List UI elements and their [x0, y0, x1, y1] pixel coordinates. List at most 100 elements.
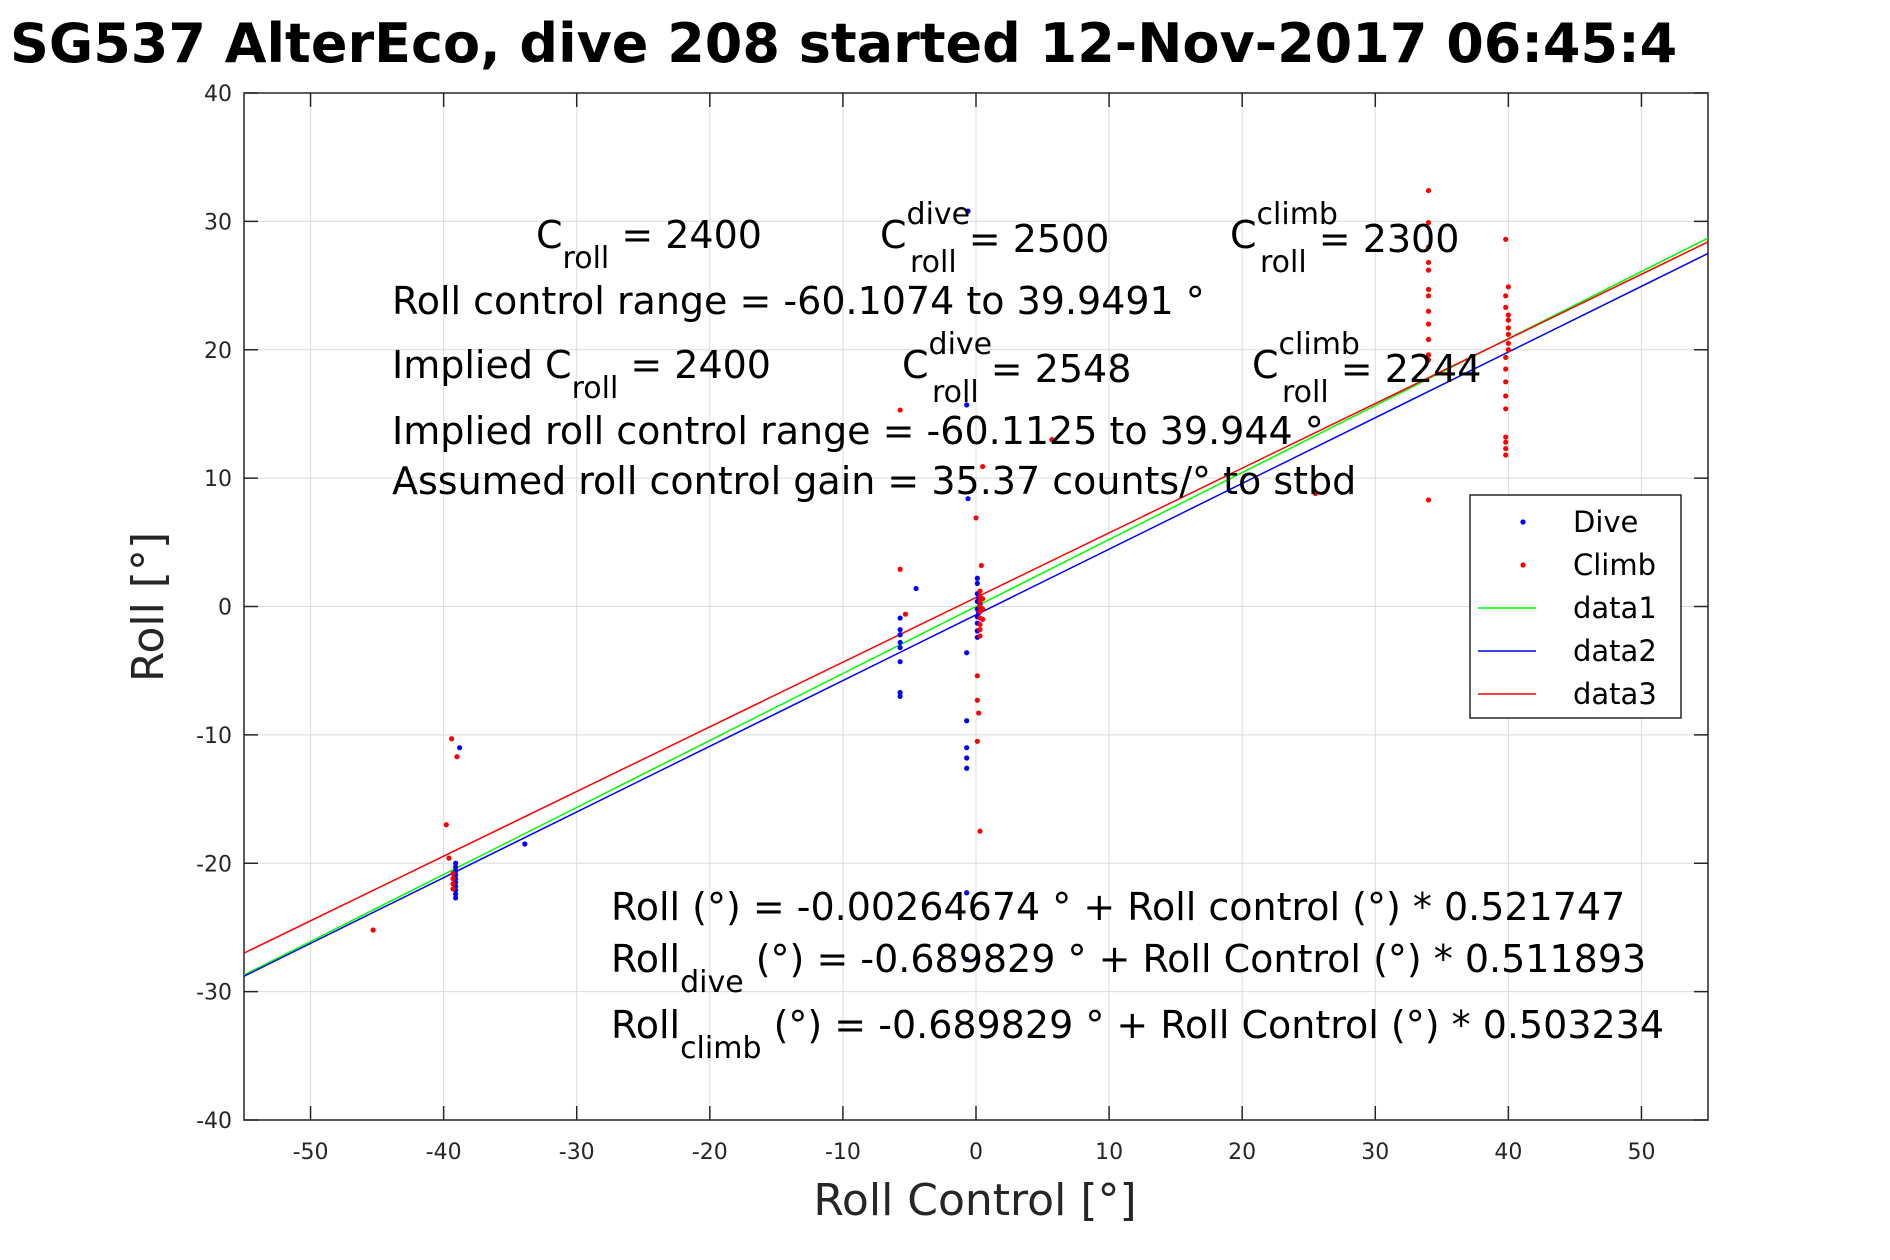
point-climb	[1505, 312, 1511, 318]
c-roll-climb-label: Cclimb roll = 2300	[1230, 197, 1459, 280]
point-dive	[964, 765, 970, 771]
point-climb	[1503, 439, 1509, 445]
x-tick-label: 10	[1095, 1140, 1123, 1165]
point-climb	[454, 754, 460, 760]
y-tick-label: 0	[218, 596, 232, 621]
point-climb	[1503, 379, 1509, 385]
legend: Dive Climb data1 data2 data3	[1469, 494, 1682, 719]
legend-entry-data3: data3	[1573, 677, 1657, 711]
y-tick-label: 40	[204, 82, 232, 107]
point-climb	[1505, 331, 1511, 337]
point-dive	[964, 718, 970, 724]
fit-climb-label: Rollclimb (°) = -0.689829 ° + Roll Contr…	[611, 1003, 1664, 1066]
point-dive	[964, 745, 970, 751]
point-climb	[974, 673, 980, 679]
point-dive	[964, 890, 970, 896]
point-climb	[1425, 497, 1432, 503]
point-climb	[1425, 259, 1432, 266]
point-climb	[897, 407, 903, 413]
point-climb	[1503, 452, 1509, 458]
point-climb	[1425, 267, 1432, 273]
x-tick-label: -40	[426, 1140, 462, 1165]
y-tick-label: -30	[196, 981, 232, 1006]
x-tick-label: 30	[1361, 1140, 1389, 1165]
point-climb	[1503, 354, 1509, 361]
point-climb	[1503, 236, 1509, 242]
point-climb	[1505, 325, 1511, 331]
point-dive	[964, 402, 970, 408]
point-climb	[977, 621, 983, 628]
point-dive	[453, 891, 459, 897]
point-climb	[977, 633, 983, 639]
point-climb	[446, 855, 452, 861]
point-climb	[1503, 304, 1509, 310]
assumed-gain-label: Assumed roll control gain = 35.37 counts…	[392, 459, 1356, 503]
point-dive	[897, 689, 903, 696]
point-dive	[897, 632, 903, 638]
x-tick-label: 50	[1627, 1140, 1655, 1165]
point-climb	[1425, 220, 1432, 226]
point-climb	[1425, 293, 1432, 299]
series-line-data3	[243, 241, 1709, 954]
point-climb	[1425, 308, 1432, 314]
point-climb	[1505, 347, 1511, 353]
point-climb	[976, 710, 982, 716]
y-tick-label: 30	[204, 210, 232, 235]
point-climb	[1425, 336, 1432, 343]
fit-dive-label: Rolldive (°) = -0.689829 ° + Roll Contro…	[611, 937, 1646, 1000]
point-climb	[450, 870, 456, 877]
point-climb	[1505, 284, 1511, 290]
roll-control-range-label: Roll control range = -60.1074 to 39.9491…	[392, 279, 1205, 323]
implied-range-label: Implied roll control range = -60.1125 to…	[392, 409, 1324, 453]
x-tick-label: 20	[1228, 1140, 1256, 1165]
legend-entry-data2: data2	[1573, 634, 1657, 668]
point-climb	[1505, 317, 1511, 323]
point-dive	[964, 956, 970, 963]
legend-entry-data1: data1	[1573, 591, 1657, 625]
point-climb	[978, 562, 984, 569]
y-tick-label: -10	[196, 724, 232, 749]
c-roll-dive-label: Cdive roll = 2500	[880, 197, 1109, 280]
point-climb	[980, 616, 986, 622]
point-climb	[1425, 286, 1432, 293]
y-tick-label: -40	[196, 1109, 232, 1134]
point-climb	[977, 828, 983, 834]
point-climb	[973, 515, 979, 521]
point-dive	[974, 575, 980, 581]
point-climb	[1312, 490, 1318, 497]
implied-c-roll-dive-label: Cdive roll = 2548	[902, 327, 1131, 410]
point-climb	[1425, 244, 1432, 250]
point-climb	[980, 463, 986, 470]
point-climb	[1425, 357, 1432, 363]
point-dive	[522, 841, 528, 847]
point-climb	[1503, 445, 1509, 452]
point-climb	[1503, 393, 1509, 399]
c-roll-label: Croll = 2400	[536, 213, 762, 276]
point-climb	[1425, 321, 1432, 327]
axes: -50 -40 -30 -20 -10 0 10 20 30 40 50 -40 -30 -20 -10 0 1…	[196, 82, 1709, 1165]
y-axis-label: Roll [°]	[123, 532, 174, 682]
point-dive	[453, 864, 459, 870]
legend-box	[1469, 494, 1682, 719]
point-climb	[1503, 434, 1509, 440]
implied-c-roll-climb-label: Cclimb roll = 2244	[1252, 327, 1481, 410]
point-dive	[897, 639, 903, 646]
point-dive	[897, 693, 903, 699]
legend-swatch-climb	[1520, 562, 1526, 568]
point-dive	[457, 745, 463, 751]
implied-c-roll-label: Implied Croll = 2400	[392, 343, 771, 406]
point-climb	[977, 588, 983, 594]
point-climb	[980, 596, 986, 602]
point-dive	[913, 585, 919, 592]
data-points	[370, 187, 1511, 963]
point-dive	[897, 644, 903, 651]
point-climb	[980, 606, 986, 612]
point-climb	[902, 611, 909, 617]
point-climb	[1503, 406, 1509, 412]
point-climb	[370, 927, 376, 933]
x-axis-label: Roll Control [°]	[813, 1175, 1136, 1226]
y-tick-label: 20	[204, 339, 232, 364]
y-tick-label: 10	[204, 467, 232, 492]
point-climb	[1503, 366, 1509, 372]
